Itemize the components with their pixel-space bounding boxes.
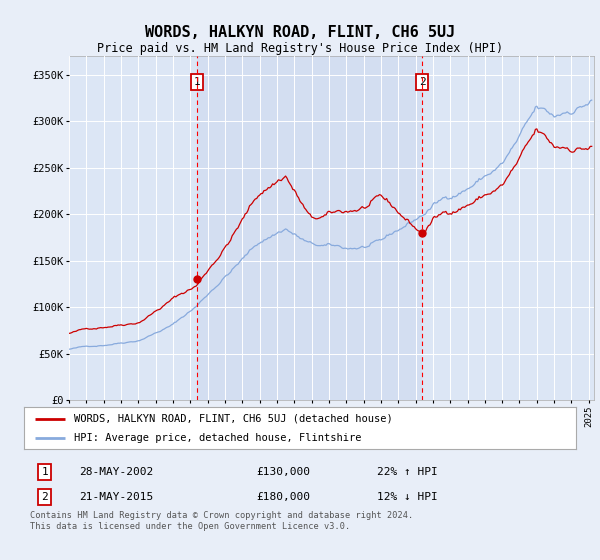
Text: WORDS, HALKYN ROAD, FLINT, CH6 5UJ (detached house): WORDS, HALKYN ROAD, FLINT, CH6 5UJ (deta… (74, 414, 392, 424)
Text: Price paid vs. HM Land Registry's House Price Index (HPI): Price paid vs. HM Land Registry's House … (97, 42, 503, 55)
Text: 1: 1 (193, 77, 200, 87)
Text: 22% ↑ HPI: 22% ↑ HPI (377, 467, 438, 477)
Text: £180,000: £180,000 (256, 492, 310, 502)
Text: 2: 2 (419, 77, 425, 87)
Text: Contains HM Land Registry data © Crown copyright and database right 2024.
This d: Contains HM Land Registry data © Crown c… (29, 511, 413, 531)
Text: 28-MAY-2002: 28-MAY-2002 (79, 467, 154, 477)
Text: 21-MAY-2015: 21-MAY-2015 (79, 492, 154, 502)
Text: 12% ↓ HPI: 12% ↓ HPI (377, 492, 438, 502)
Text: 2: 2 (41, 492, 49, 502)
Text: £130,000: £130,000 (256, 467, 310, 477)
Text: WORDS, HALKYN ROAD, FLINT, CH6 5UJ: WORDS, HALKYN ROAD, FLINT, CH6 5UJ (145, 25, 455, 40)
Text: 1: 1 (41, 467, 49, 477)
Bar (197, 56, 422, 400)
Text: HPI: Average price, detached house, Flintshire: HPI: Average price, detached house, Flin… (74, 433, 361, 443)
